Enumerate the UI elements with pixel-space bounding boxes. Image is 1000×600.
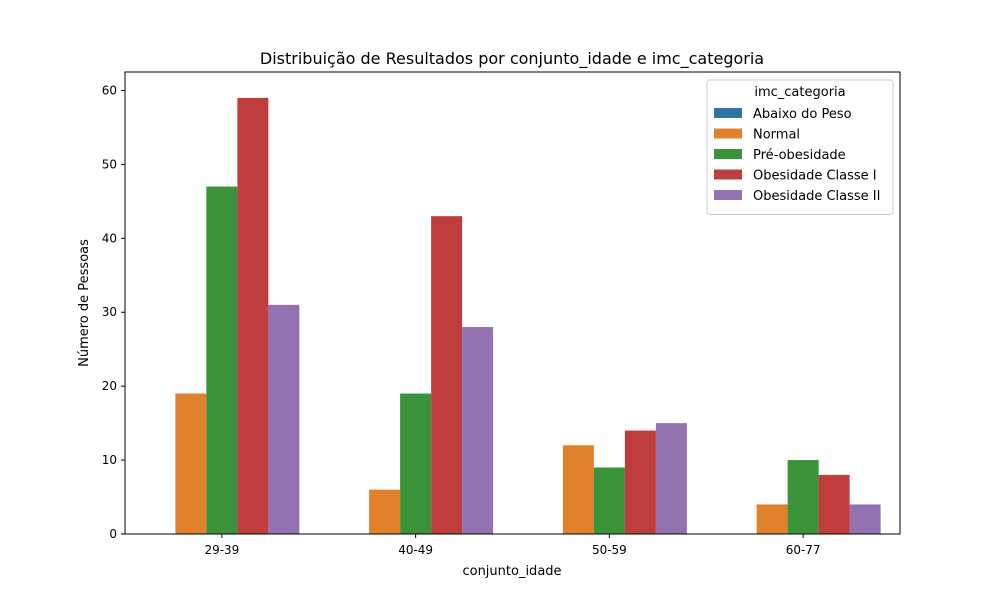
plot-frame	[124, 71, 901, 535]
y-tick-label: 40	[102, 231, 117, 245]
bar-40-49-normal	[369, 489, 401, 534]
bar-29-39-normal	[175, 393, 207, 534]
y-axis: 0 10 20 30 40 50 60	[102, 83, 125, 541]
bar-50-59-obesidade-classe-ii	[655, 423, 687, 534]
legend-swatch	[714, 108, 742, 118]
y-tick-label: 0	[109, 527, 117, 541]
legend-entry-label: Normal	[753, 128, 800, 143]
y-axis-label: Número de Pessoas	[77, 239, 92, 367]
x-axis: 29-39 40-49 50-59 60-77	[204, 534, 821, 557]
legend-swatch	[714, 169, 742, 180]
bar-29-39-pr-obesidade	[206, 186, 238, 535]
bar-50-59-normal	[562, 445, 594, 534]
bars-group	[175, 97, 881, 535]
legend-swatch	[714, 190, 742, 200]
bar-50-59-pr-obesidade	[593, 467, 625, 534]
bar-40-49-obesidade-classe-i	[431, 216, 463, 535]
legend-entry-label: Obesidade Classe II	[753, 189, 880, 204]
legend-entry-label: Pré-obesidade	[753, 148, 846, 163]
y-tick-label: 50	[102, 157, 117, 171]
bar-60-77-normal	[756, 504, 788, 534]
x-tick-label: 60-77	[786, 543, 821, 557]
legend-title: imc_categoria	[754, 85, 845, 100]
legend-box	[706, 79, 894, 215]
y-tick-label: 30	[102, 305, 117, 319]
bar-60-77-obesidade-classe-i	[818, 474, 850, 534]
bar-40-49-obesidade-classe-ii	[462, 327, 494, 534]
legend-swatch	[714, 128, 742, 139]
legend: imc_categoria Abaixo do Peso Normal Pré-ob…	[706, 79, 894, 215]
legend-swatch	[714, 149, 742, 159]
legend-entry-label: Obesidade Classe I	[753, 169, 877, 184]
bar-40-49-pr-obesidade	[400, 393, 432, 534]
y-tick-label: 10	[102, 453, 117, 467]
x-tick-label: 29-39	[204, 543, 239, 557]
x-tick-label: 40-49	[398, 543, 433, 557]
y-tick-label: 20	[102, 379, 117, 393]
bar-29-39-obesidade-classe-ii	[268, 304, 300, 534]
bar-50-59-obesidade-classe-i	[624, 430, 656, 534]
legend-entry-label: Abaixo do Peso	[753, 107, 852, 122]
bar-60-77-obesidade-classe-ii	[849, 504, 881, 534]
chart-title: Distribuição de Resultados por conjunto_…	[260, 49, 764, 69]
bar-29-39-obesidade-classe-i	[237, 97, 269, 534]
y-tick-label: 60	[102, 83, 117, 97]
x-axis-label: conjunto_idade	[462, 564, 561, 579]
x-tick-label: 50-59	[592, 543, 627, 557]
bar-60-77-pr-obesidade	[787, 460, 819, 534]
